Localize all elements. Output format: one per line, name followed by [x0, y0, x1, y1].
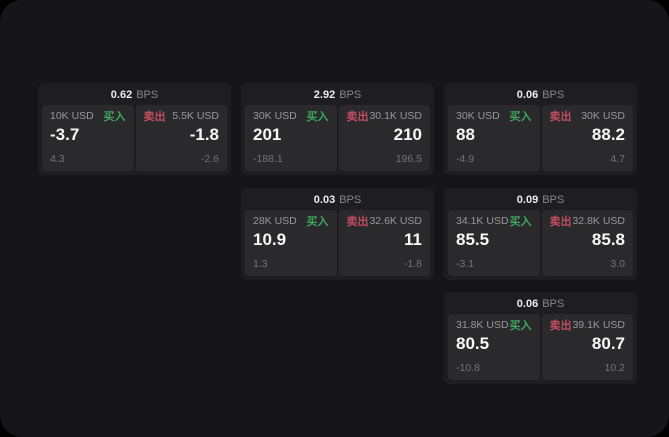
quote-card: 0.09 BPS 34.1K USD 买入 85.5 -3.1 卖出 32.8K… — [444, 188, 637, 280]
sell-amount: 5.5K USD — [172, 110, 219, 123]
sell-label: 卖出 — [549, 216, 572, 228]
sell-sub-value: 4.7 — [610, 153, 625, 166]
buy-label: 买入 — [509, 320, 532, 332]
card-header: 0.09 BPS — [448, 191, 633, 210]
quote-card: 0.06 BPS 30K USD 买入 88 -4.9 卖出 30K USD 8… — [444, 83, 637, 175]
quote-card: 2.92 BPS 30K USD 买入 201 -188.1 卖出 30.1K … — [241, 83, 434, 175]
bps-unit: BPS — [542, 89, 565, 101]
buy-amount: 31.8K USD — [456, 319, 509, 332]
sell-amount: 32.6K USD — [369, 215, 422, 228]
bps-unit: BPS — [339, 89, 362, 101]
bps-value: 0.06 — [516, 298, 539, 310]
buy-sub-value: 4.3 — [50, 153, 65, 166]
bps-value: 0.03 — [313, 194, 336, 206]
buy-label: 买入 — [509, 216, 532, 228]
buy-tile[interactable]: 28K USD 买入 10.9 1.3 — [245, 210, 337, 276]
card-header: 0.62 BPS — [42, 86, 227, 105]
buy-label: 买入 — [306, 216, 329, 228]
bps-value: 0.62 — [110, 89, 133, 101]
sell-price: 88.2 — [591, 125, 625, 145]
buy-sub-value: -3.1 — [456, 258, 475, 271]
buy-amount: 34.1K USD — [456, 215, 509, 228]
buy-price: 88 — [456, 125, 475, 145]
sell-label: 卖出 — [549, 111, 572, 123]
sell-tile[interactable]: 卖出 30K USD 88.2 4.7 — [541, 105, 633, 171]
quote-panels: 30K USD 买入 201 -188.1 卖出 30.1K USD 210 1… — [245, 105, 430, 171]
sell-label: 卖出 — [549, 320, 572, 332]
bps-value: 0.09 — [516, 194, 539, 206]
sell-tile[interactable]: 卖出 39.1K USD 80.7 10.2 — [541, 314, 633, 380]
quote-panels: 34.1K USD 买入 85.5 -3.1 卖出 32.8K USD 85.8… — [448, 210, 633, 276]
sell-amount: 39.1K USD — [572, 319, 625, 332]
card-header: 0.06 BPS — [448, 295, 633, 314]
quote-card: 0.03 BPS 28K USD 买入 10.9 1.3 卖出 32.6K US… — [241, 188, 434, 280]
sell-sub-value: -1.8 — [403, 258, 422, 271]
bps-value: 2.92 — [313, 89, 336, 101]
card-header: 2.92 BPS — [245, 86, 430, 105]
sell-tile[interactable]: 卖出 30.1K USD 210 196.5 — [338, 105, 430, 171]
buy-tile[interactable]: 34.1K USD 买入 85.5 -3.1 — [448, 210, 540, 276]
sell-price: 210 — [393, 125, 422, 145]
quote-panels: 28K USD 买入 10.9 1.3 卖出 32.6K USD 11 -1.8 — [245, 210, 430, 276]
card-header: 0.06 BPS — [448, 86, 633, 105]
buy-price: 85.5 — [456, 230, 490, 250]
quote-card: 0.06 BPS 31.8K USD 买入 80.5 -10.8 卖出 39.1… — [444, 292, 637, 384]
quote-panels: 30K USD 买入 88 -4.9 卖出 30K USD 88.2 4.7 — [448, 105, 633, 171]
sell-tile[interactable]: 卖出 5.5K USD -1.8 -2.6 — [135, 105, 227, 171]
buy-amount: 10K USD — [50, 110, 94, 123]
buy-price: -3.7 — [50, 125, 80, 145]
quote-panels: 10K USD 买入 -3.7 4.3 卖出 5.5K USD -1.8 -2.… — [42, 105, 227, 171]
buy-price: 10.9 — [253, 230, 287, 250]
sell-amount: 30K USD — [581, 110, 625, 123]
sell-label: 卖出 — [346, 216, 369, 228]
sell-amount: 32.8K USD — [572, 215, 625, 228]
sell-price: -1.8 — [189, 125, 219, 145]
sell-sub-value: 10.2 — [604, 362, 625, 375]
sell-sub-value: 3.0 — [610, 258, 625, 271]
buy-amount: 30K USD — [253, 110, 297, 123]
sell-sub-value: -2.6 — [200, 153, 219, 166]
buy-price: 201 — [253, 125, 282, 145]
buy-price: 80.5 — [456, 334, 490, 354]
sell-tile[interactable]: 卖出 32.8K USD 85.8 3.0 — [541, 210, 633, 276]
sell-price: 80.7 — [591, 334, 625, 354]
buy-sub-value: -188.1 — [253, 153, 283, 166]
buy-tile[interactable]: 31.8K USD 买入 80.5 -10.8 — [448, 314, 540, 380]
quote-panels: 31.8K USD 买入 80.5 -10.8 卖出 39.1K USD 80.… — [448, 314, 633, 380]
sell-label: 卖出 — [346, 111, 369, 123]
bps-value: 0.06 — [516, 89, 539, 101]
buy-amount: 30K USD — [456, 110, 500, 123]
buy-sub-value: 1.3 — [253, 258, 268, 271]
sell-sub-value: 196.5 — [395, 153, 422, 166]
bps-unit: BPS — [542, 298, 565, 310]
buy-tile[interactable]: 10K USD 买入 -3.7 4.3 — [42, 105, 134, 171]
buy-sub-value: -4.9 — [456, 153, 475, 166]
sell-price: 85.8 — [591, 230, 625, 250]
sell-amount: 30.1K USD — [369, 110, 422, 123]
buy-label: 买入 — [509, 111, 532, 123]
sell-price: 11 — [404, 230, 422, 250]
bps-unit: BPS — [339, 194, 362, 206]
bps-unit: BPS — [542, 194, 565, 206]
buy-label: 买入 — [103, 111, 126, 123]
buy-tile[interactable]: 30K USD 买入 201 -188.1 — [245, 105, 337, 171]
bps-unit: BPS — [136, 89, 159, 101]
buy-label: 买入 — [306, 111, 329, 123]
buy-sub-value: -10.8 — [456, 362, 480, 375]
buy-tile[interactable]: 30K USD 买入 88 -4.9 — [448, 105, 540, 171]
quote-card: 0.62 BPS 10K USD 买入 -3.7 4.3 卖出 5.5K USD… — [38, 83, 231, 175]
card-header: 0.03 BPS — [245, 191, 430, 210]
buy-amount: 28K USD — [253, 215, 297, 228]
sell-tile[interactable]: 卖出 32.6K USD 11 -1.8 — [338, 210, 430, 276]
sell-label: 卖出 — [143, 111, 166, 123]
